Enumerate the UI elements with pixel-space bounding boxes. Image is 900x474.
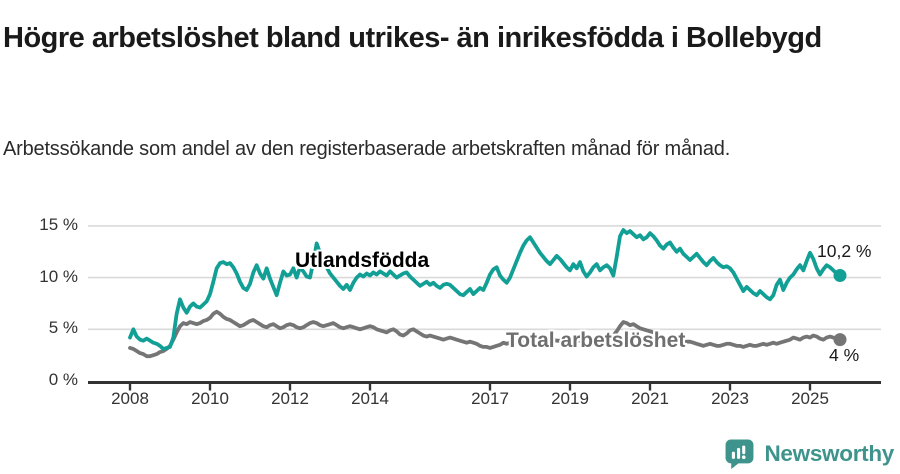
x-axis-tick-label: 2021 [631, 389, 669, 408]
x-axis-tick-label: 2010 [191, 389, 229, 408]
x-axis-tick-label: 2019 [551, 389, 589, 408]
page-title: Högre arbetslöshet bland utrikes- än inr… [3, 22, 822, 55]
newsworthy-logo-icon [726, 439, 754, 469]
end-value-foreign-born: 10,2 % [817, 241, 872, 261]
x-axis-tick-label: 2014 [351, 389, 389, 408]
page-subtitle: Arbetssökande som andel av den registerb… [3, 138, 731, 160]
x-axis-tick-label: 2008 [111, 389, 149, 408]
x-axis-tick-label: 2012 [271, 389, 309, 408]
x-axis-tick-label: 2023 [711, 389, 749, 408]
series-label-total: Total arbetslöshet [506, 329, 686, 352]
newsworthy-logo[interactable]: Newsworthy [724, 438, 894, 469]
end-value-total: 4 % [829, 345, 860, 365]
x-axis-tick-label: 2017 [471, 389, 509, 408]
newsworthy-logo-text: Newsworthy [764, 440, 894, 466]
y-axis-tick-label: 0 % [48, 370, 78, 389]
y-axis-tick-label: 15 % [39, 214, 78, 234]
series-label-foreign-born: Utlandsfödda [295, 249, 430, 272]
x-axis-tick-label: 2025 [791, 389, 829, 408]
y-axis-tick-label: 10 % [39, 266, 78, 286]
y-axis-tick-label: 5 % [48, 318, 78, 338]
